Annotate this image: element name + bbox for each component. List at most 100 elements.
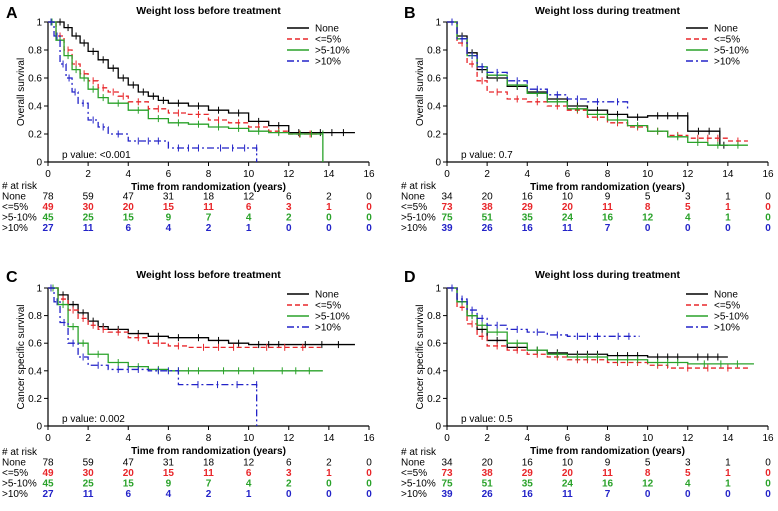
legend-label: None [315, 24, 339, 35]
at-risk-title: # at risk [2, 181, 38, 192]
panel-letter: C [6, 269, 18, 286]
at-risk-count: 27 [42, 489, 54, 500]
y-tick-label: 0.4 [427, 366, 441, 377]
at-risk-count: 0 [765, 213, 771, 224]
x-tick-label: 12 [283, 169, 295, 180]
at-risk-count: 1 [725, 468, 731, 479]
p-value: p value: 0.7 [461, 150, 513, 161]
at-risk-count: 3 [685, 192, 691, 203]
y-tick-label: 0 [36, 422, 42, 433]
legend-label: <=5% [315, 35, 341, 46]
x-tick-label: 10 [642, 169, 654, 180]
x-tick-label: 0 [45, 433, 51, 444]
at-risk-count: 4 [166, 489, 172, 500]
at-risk-count: 1 [725, 458, 731, 469]
y-tick-label: 0.2 [28, 394, 42, 405]
x-axis-label: Time from randomization (years) [131, 182, 286, 193]
x-tick-label: 16 [363, 169, 375, 180]
at-risk-count: 9 [166, 213, 172, 224]
at-risk-count: 51 [482, 213, 494, 224]
at-risk-count: 78 [42, 458, 54, 469]
at-risk-count: 1 [725, 202, 731, 213]
panel-letter: B [404, 5, 416, 22]
x-tick-label: 10 [243, 433, 255, 444]
at-risk-count: 20 [482, 192, 494, 203]
at-risk-row-label: >5-10% [401, 213, 436, 224]
at-risk-row-label: >10% [401, 223, 427, 234]
at-risk-count: 78 [42, 192, 54, 203]
at-risk-count: 24 [562, 213, 574, 224]
at-risk-count: 59 [83, 458, 95, 469]
at-risk-count: 0 [286, 489, 292, 500]
at-risk-count: 30 [83, 202, 95, 213]
at-risk-title: # at risk [2, 447, 38, 458]
at-risk-count: 9 [605, 458, 611, 469]
at-risk-count: 4 [685, 479, 691, 490]
at-risk-count: 4 [685, 213, 691, 224]
at-risk-count: 59 [83, 192, 95, 203]
at-risk-count: 39 [441, 223, 453, 234]
at-risk-count: 0 [286, 223, 292, 234]
at-risk-count: 25 [83, 213, 95, 224]
at-risk-count: 5 [645, 192, 651, 203]
at-risk-row-label: None [401, 192, 425, 203]
at-risk-row-label: >10% [2, 223, 28, 234]
at-risk-count: 20 [482, 458, 494, 469]
at-risk-count: 29 [522, 202, 534, 213]
at-risk-count: 11 [602, 202, 613, 213]
at-risk-row-label: None [2, 192, 26, 203]
at-risk-count: 16 [522, 223, 534, 234]
at-risk-count: 18 [203, 458, 215, 469]
at-risk-row-label: None [2, 458, 26, 469]
at-risk-count: 73 [441, 202, 453, 213]
legend-label: None [315, 290, 339, 301]
y-axis-label: Overall survival [415, 58, 426, 126]
at-risk-row-label: None [401, 458, 425, 469]
at-risk-row-label: <=5% [401, 202, 427, 213]
at-risk-count: 0 [765, 489, 771, 500]
at-risk-count: 0 [366, 223, 372, 234]
at-risk-count: 8 [645, 202, 651, 213]
at-risk-count: 15 [123, 479, 135, 490]
at-risk-count: 1 [246, 223, 252, 234]
at-risk-count: 15 [123, 213, 135, 224]
y-tick-label: 0.6 [427, 74, 441, 85]
chart-title: Weight loss during treatment [535, 5, 681, 17]
at-risk-count: 9 [605, 192, 611, 203]
at-risk-count: 31 [163, 458, 175, 469]
at-risk-count: 31 [163, 192, 175, 203]
at-risk-count: 30 [83, 468, 95, 479]
panel-letter: A [6, 5, 18, 22]
y-tick-label: 0.4 [28, 102, 42, 113]
x-tick-label: 6 [166, 169, 172, 180]
survival-curve->10% [447, 287, 640, 337]
y-tick-label: 0.6 [28, 74, 42, 85]
at-risk-count: 0 [366, 202, 372, 213]
x-tick-label: 10 [642, 433, 654, 444]
y-tick-label: 1 [435, 284, 441, 295]
survival-curve-None [447, 287, 728, 358]
at-risk-count: 0 [685, 489, 691, 500]
x-tick-label: 6 [166, 433, 172, 444]
panel-c: C Weight loss before treatment 0 0.2 0.4 0.6 0… [2, 269, 375, 500]
at-risk-count: 1 [326, 202, 332, 213]
at-risk-count: 45 [42, 479, 54, 490]
survival-curve->5-10% [48, 287, 323, 372]
survival-curve->10% [48, 287, 258, 426]
y-tick-label: 0 [435, 422, 441, 433]
x-tick-label: 8 [605, 433, 611, 444]
y-tick-label: 0.4 [28, 366, 42, 377]
legend-label: >10% [714, 323, 740, 334]
x-tick-label: 4 [524, 169, 530, 180]
survival-curve-None [447, 21, 728, 146]
at-risk-count: 11 [203, 468, 214, 479]
at-risk-count: 0 [366, 468, 372, 479]
at-risk-count: 0 [645, 489, 651, 500]
at-risk-count: 0 [326, 223, 332, 234]
at-risk-count: 15 [163, 202, 175, 213]
at-risk-count: 47 [123, 192, 135, 203]
at-risk-count: 51 [482, 479, 494, 490]
at-risk-count: 0 [326, 489, 332, 500]
at-risk-count: 11 [83, 223, 94, 234]
